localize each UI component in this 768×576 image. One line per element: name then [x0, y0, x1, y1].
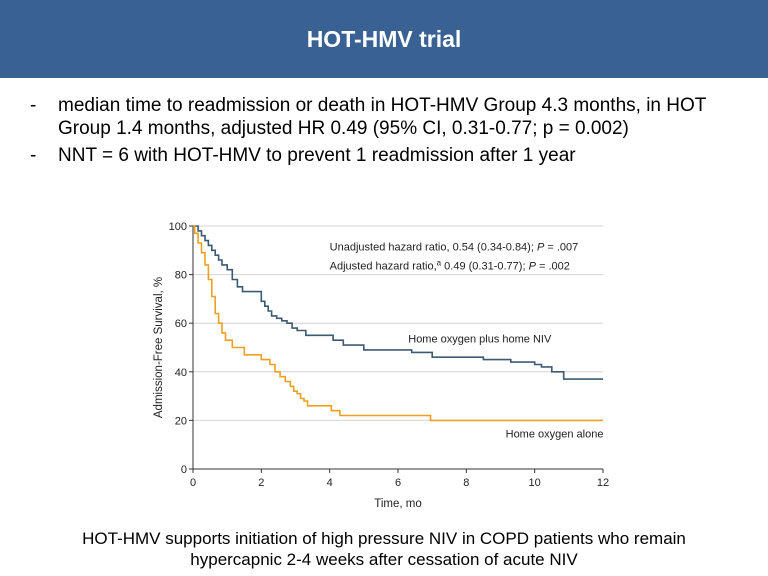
y-tick-label: 60 — [175, 318, 187, 330]
annotation-p-value: = .007 — [544, 241, 578, 253]
annotation-adjusted-hr: Adjusted hazard ratio,a 0.49 (0.31-0.77)… — [330, 258, 570, 273]
kaplan-meier-chart: 0 20 40 60 80 100 0 2 4 6 8 10 12 Time, mo Admission-F… — [153, 221, 609, 510]
bullet-item: - NNT = 6 with HOT-HMV to prevent 1 read… — [30, 144, 750, 167]
annotation-p-symbol: P — [537, 241, 545, 253]
annotation-superscript: a — [437, 258, 442, 267]
bullet-item: - median time to readmission or death in… — [30, 94, 750, 140]
bullet-text-median-time: median time to readmission or death in H… — [58, 95, 707, 139]
x-tick-label: 10 — [529, 477, 541, 489]
x-tick-label: 8 — [463, 477, 469, 489]
x-axis-label: Time, mo — [374, 498, 422, 510]
annotation-unadjusted-hr: Unadjusted hazard ratio, 0.54 (0.34-0.84… — [330, 241, 579, 253]
y-tick-label: 40 — [175, 367, 187, 379]
bullet-list: - median time to readmission or death in… — [30, 94, 750, 171]
footer-note: HOT-HMV supports initiation of high pres… — [0, 528, 768, 570]
y-tick-label: 0 — [181, 464, 187, 476]
x-tick-label: 2 — [258, 477, 264, 489]
x-tick-label: 4 — [327, 477, 333, 489]
annotation-p-value: = .002 — [536, 261, 570, 273]
annotation-p-symbol: P — [529, 261, 537, 273]
series-label-hot-alone: Home oxygen alone — [506, 428, 604, 440]
annotation-text: 0.49 (0.31-0.77); — [441, 261, 528, 273]
bullet-marker: - — [30, 145, 37, 166]
footer-line-1: HOT-HMV supports initiation of high pres… — [82, 529, 686, 548]
series-line-hot-hmv — [193, 225, 603, 380]
title-banner: HOT-HMV trial — [0, 0, 768, 78]
x-tick-label: 12 — [597, 477, 609, 489]
y-tick-label: 80 — [175, 270, 187, 282]
slide-title: HOT-HMV trial — [306, 25, 462, 52]
series-line-hot-alone — [193, 225, 603, 422]
x-tick-label: 0 — [190, 477, 196, 489]
bullet-marker: - — [30, 95, 37, 116]
series-label-hot-hmv: Home oxygen plus home NIV — [408, 334, 552, 346]
x-tick-label: 6 — [395, 477, 401, 489]
footer-line-2: hypercapnic 2-4 weeks after cessation of… — [190, 550, 578, 569]
y-tick-label: 100 — [169, 221, 187, 233]
y-tick-label: 20 — [175, 415, 187, 427]
annotation-text: Adjusted hazard ratio, — [330, 261, 437, 273]
annotation-text: Unadjusted hazard ratio, 0.54 (0.34-0.84… — [330, 241, 537, 253]
y-axis-label: Admission-Free Survival, % — [153, 277, 165, 418]
bullet-text-nnt: NNT = 6 with HOT-HMV to prevent 1 readmi… — [58, 145, 576, 166]
